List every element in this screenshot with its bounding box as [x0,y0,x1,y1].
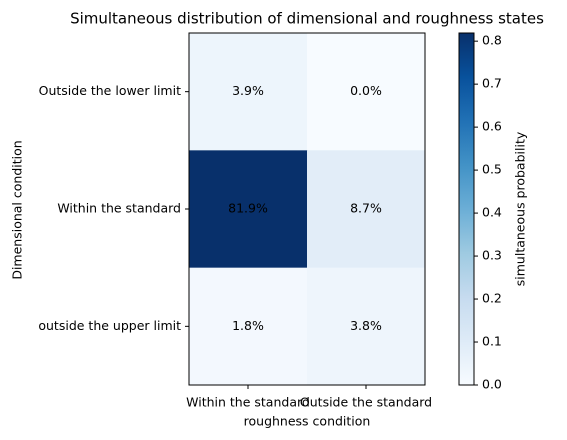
colorbar [458,32,475,386]
heatmap-cell [189,150,308,269]
x-axis-label: roughness condition [244,414,371,429]
x-tick-label: Within the standard [186,395,310,410]
colorbar-tick-label: 0.2 [482,291,502,306]
colorbar-tick-label: 0.5 [482,162,502,177]
heatmap-cell [307,33,426,151]
heatmap-cell [189,267,308,386]
heatmap-cell [189,33,308,151]
cell-label: 3.8% [350,318,382,333]
colorbar-tick-label: 0.7 [482,76,502,91]
y-axis-label: Dimensional condition [10,140,25,279]
cell-label: 0.0% [350,83,382,98]
colorbar-tick-label: 0.6 [482,119,502,134]
colorbar-tick-label: 0.8 [482,33,502,48]
colorbar-tick-label: 0.1 [482,334,502,349]
colorbar-label: simultaneous probability [513,131,528,286]
x-tick-label: Outside the standard [300,395,432,410]
y-tick-label: outside the upper limit [38,318,181,333]
heatmap-cell [307,150,426,269]
y-tick-label: Within the standard [57,201,181,216]
colorbar-tick-label: 0.0 [482,377,502,392]
chart-title: Simultaneous distribution of dimensional… [70,10,544,28]
cell-label: 1.8% [232,318,264,333]
y-tick-label: Outside the lower limit [39,83,181,98]
colorbar-tick-label: 0.4 [482,205,502,220]
cell-label: 81.9% [228,201,268,216]
cell-label: 8.7% [350,201,382,216]
colorbar-tick-label: 0.3 [482,248,502,263]
heatmap-cell [307,267,426,386]
cell-label: 3.9% [232,83,264,98]
